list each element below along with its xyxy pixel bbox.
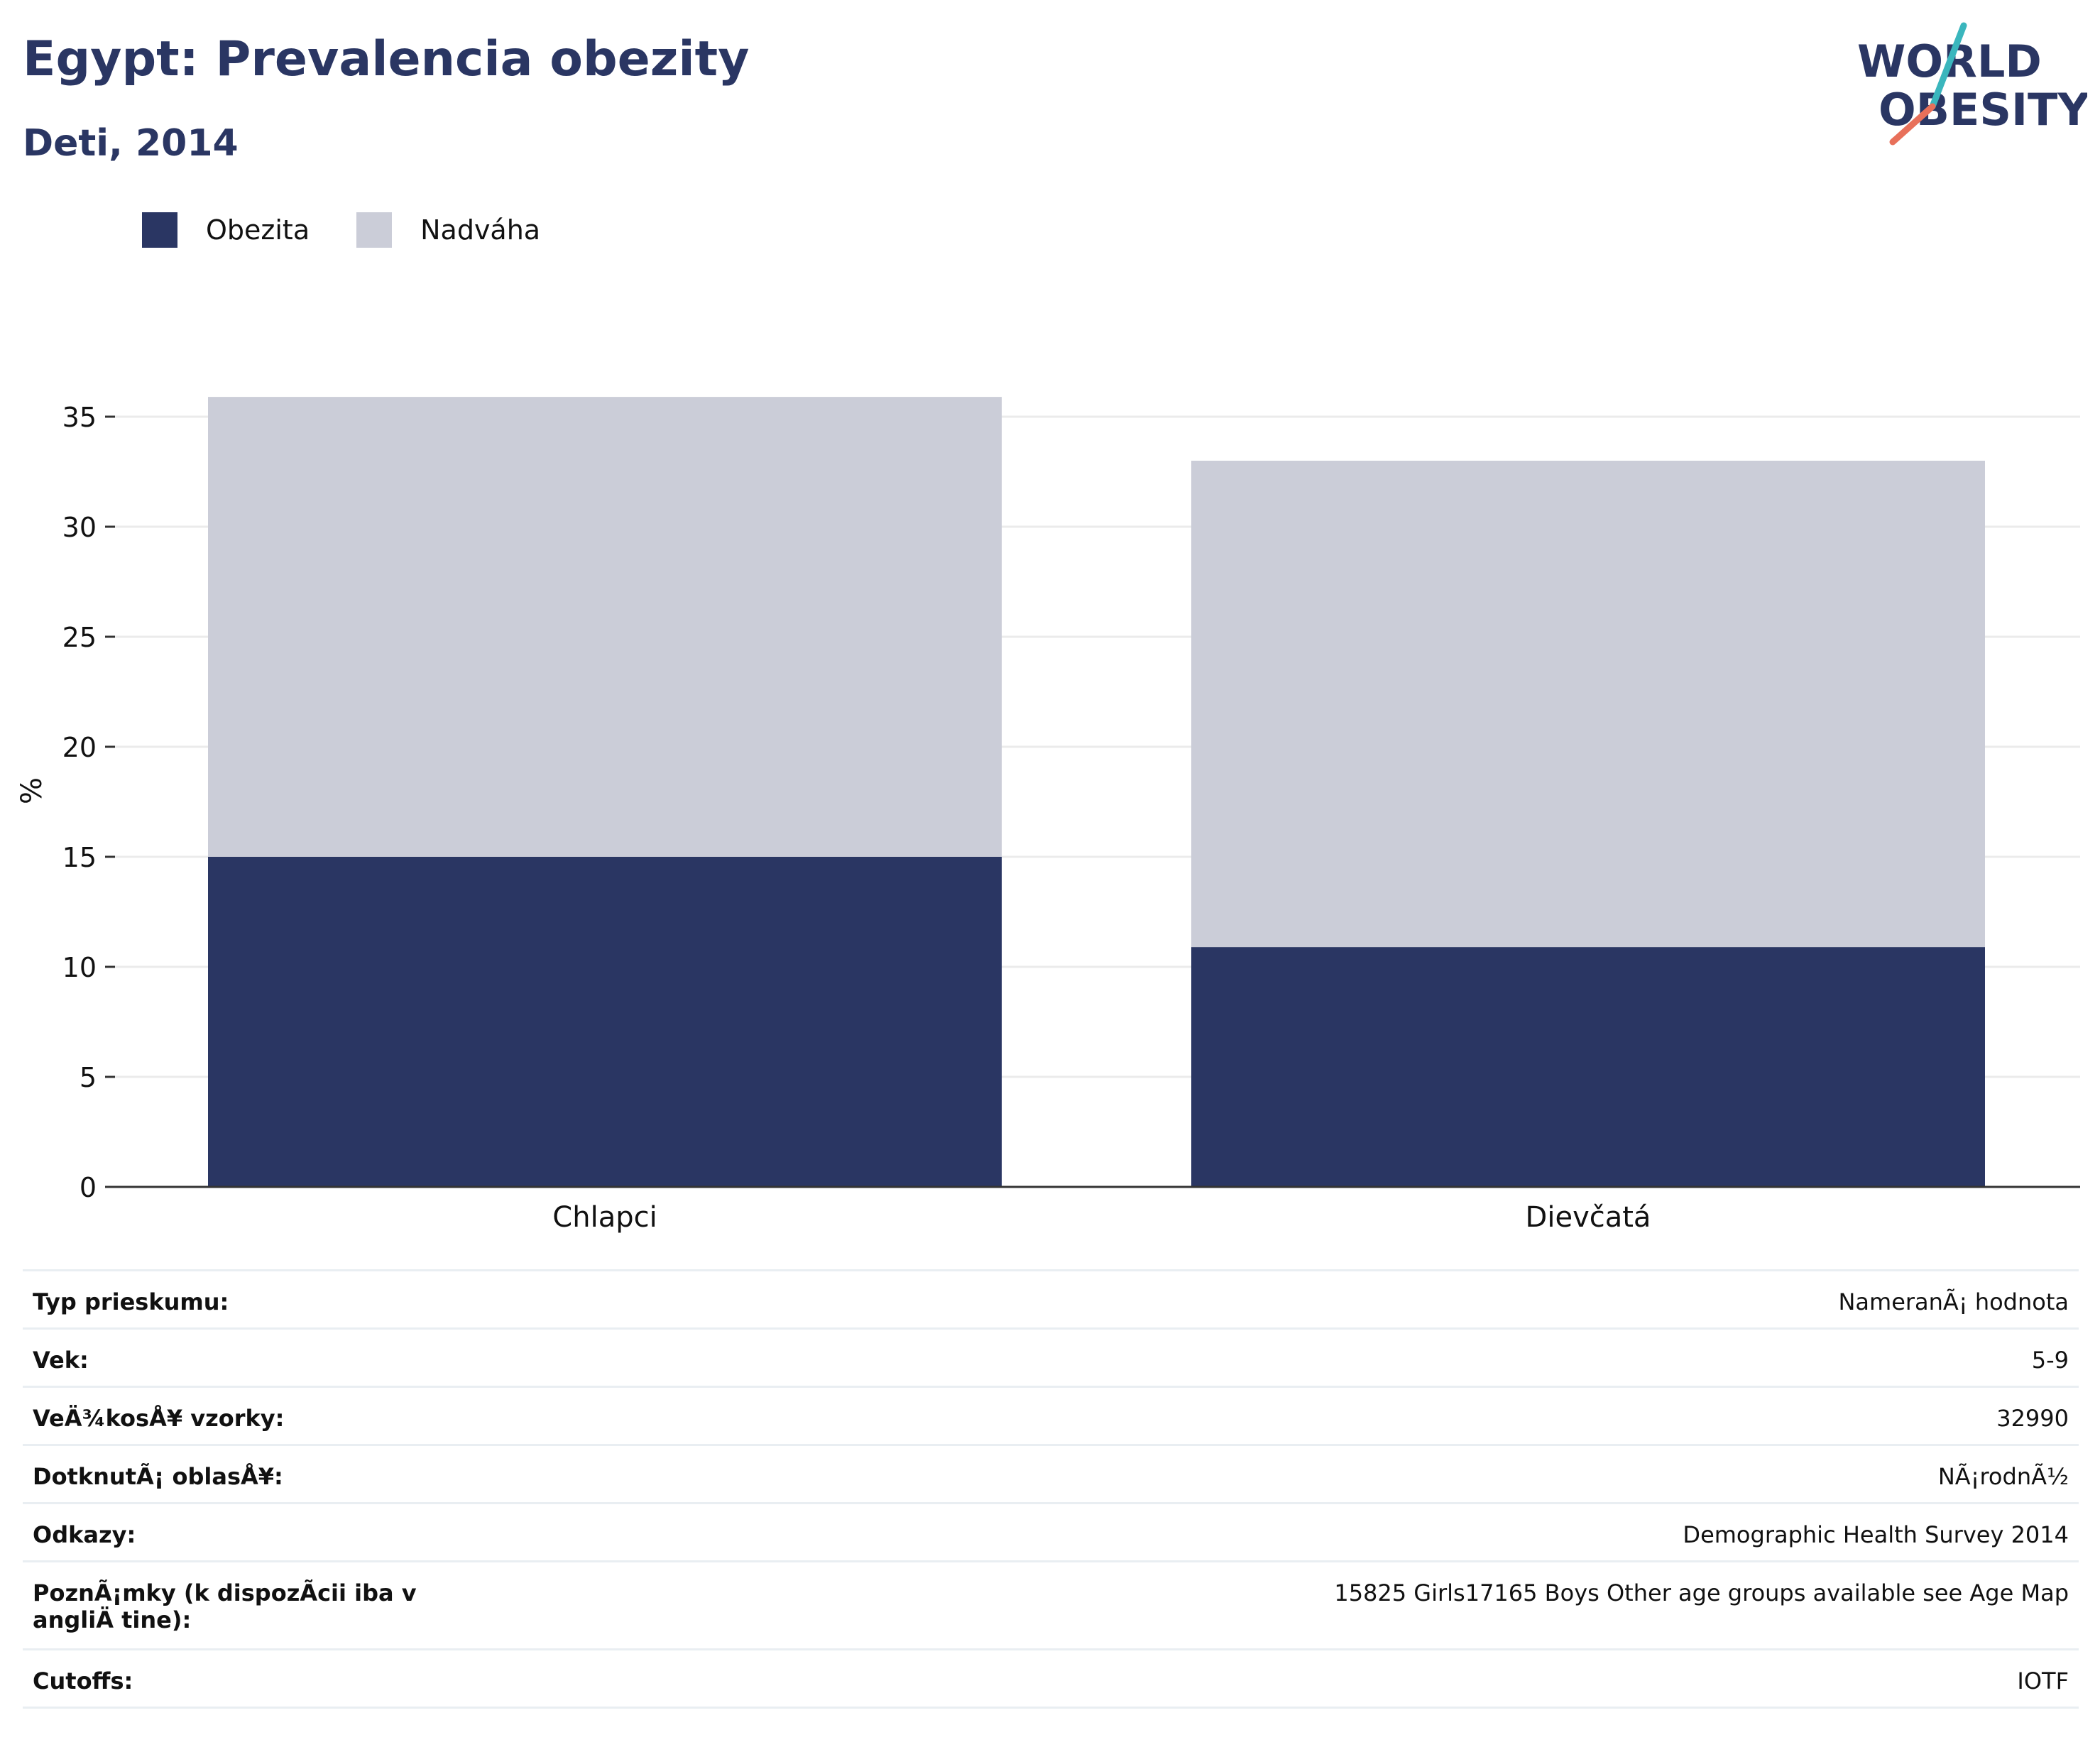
x-tick-label: Dievčatá	[1526, 1201, 1651, 1234]
legend-label-overweight: Nadváha	[420, 214, 541, 246]
y-tick-label: 25	[62, 622, 97, 653]
stacked-bar-chart: 0 5 10 15 20 25 30 35 Chlapci Dievčatá %	[16, 397, 2080, 1234]
survey-info-table: Typ prieskumu: NameranÃ¡ hodnota Vek: 5-9 Ve…	[23, 1269, 2079, 1709]
info-row: Vek: 5-9	[23, 1327, 2079, 1387]
info-row-value: IOTF	[497, 1648, 2079, 1709]
y-tick-label: 0	[80, 1172, 97, 1203]
x-tick-label: Chlapci	[552, 1201, 657, 1234]
info-row: PoznÃ¡mky (k dispozÃcii iba v angliÄ tin…	[23, 1560, 2079, 1650]
x-axis-labels: Chlapci Dievčatá	[552, 1201, 1651, 1234]
info-row-label: Vek:	[23, 1327, 497, 1387]
info-row-label: VeÄ¾kosÅ¥ vzorky:	[23, 1386, 497, 1445]
legend-swatch-overweight	[356, 212, 393, 248]
y-tick-label: 20	[62, 732, 97, 763]
info-row: VeÄ¾kosÅ¥ vzorky: 32990	[23, 1386, 2079, 1445]
bar-overweight-boys	[208, 397, 1002, 857]
chart-legend: Obezita Nadváha	[142, 209, 587, 251]
y-axis-label: %	[16, 777, 48, 804]
legend-item-overweight: Nadváha	[356, 212, 540, 248]
info-row: Typ prieskumu: NameranÃ¡ hodnota	[23, 1269, 2079, 1329]
y-tick-label: 35	[62, 402, 97, 433]
bar-overweight-girls	[1191, 461, 1985, 948]
legend-item-obesity: Obezita	[142, 212, 310, 248]
info-row: DotknutÃ¡ oblasÅ¥: NÃ¡rodnÃ½	[23, 1444, 2079, 1504]
world-obesity-logo: WORLD OBESITY	[1857, 22, 2087, 146]
legend-label-obesity: Obezita	[206, 214, 310, 246]
y-tick-label: 5	[80, 1062, 97, 1093]
info-row-value: 5-9	[497, 1327, 2079, 1387]
info-row-label: DotknutÃ¡ oblasÅ¥:	[23, 1444, 497, 1504]
bars	[208, 397, 1985, 1187]
info-row: Cutoffs: IOTF	[23, 1648, 2079, 1709]
legend-swatch-obesity	[142, 212, 177, 248]
y-tick-label: 30	[62, 512, 97, 543]
info-row-label: Typ prieskumu:	[23, 1269, 497, 1329]
info-row: Odkazy: Demographic Health Survey 2014	[23, 1502, 2079, 1562]
bar-obesity-girls	[1191, 947, 1985, 1187]
logo-slash-coral	[1889, 103, 1936, 146]
info-row-value: 15825 Girls17165 Boys Other age groups a…	[497, 1560, 2079, 1650]
info-row-value: 32990	[497, 1386, 2079, 1445]
bar-obesity-boys	[208, 857, 1002, 1187]
chart-title: Egypt: Prevalencia obezity	[23, 31, 750, 87]
info-row-value: Demographic Health Survey 2014	[497, 1502, 2079, 1562]
y-tick-label: 15	[62, 842, 97, 873]
y-tick-label: 10	[62, 952, 97, 983]
info-row-label: PoznÃ¡mky (k dispozÃcii iba v angliÄ tin…	[23, 1560, 497, 1650]
info-row-label: Odkazy:	[23, 1502, 497, 1562]
info-row-value: NÃ¡rodnÃ½	[497, 1444, 2079, 1504]
chart-subtitle: Deti, 2014	[23, 122, 239, 165]
info-row-label: Cutoffs:	[23, 1648, 497, 1709]
logo-slash-teal	[1929, 22, 1967, 110]
y-axis-ticks: 0 5 10 15 20 25 30 35	[62, 402, 115, 1203]
info-row-value: NameranÃ¡ hodnota	[497, 1269, 2079, 1329]
